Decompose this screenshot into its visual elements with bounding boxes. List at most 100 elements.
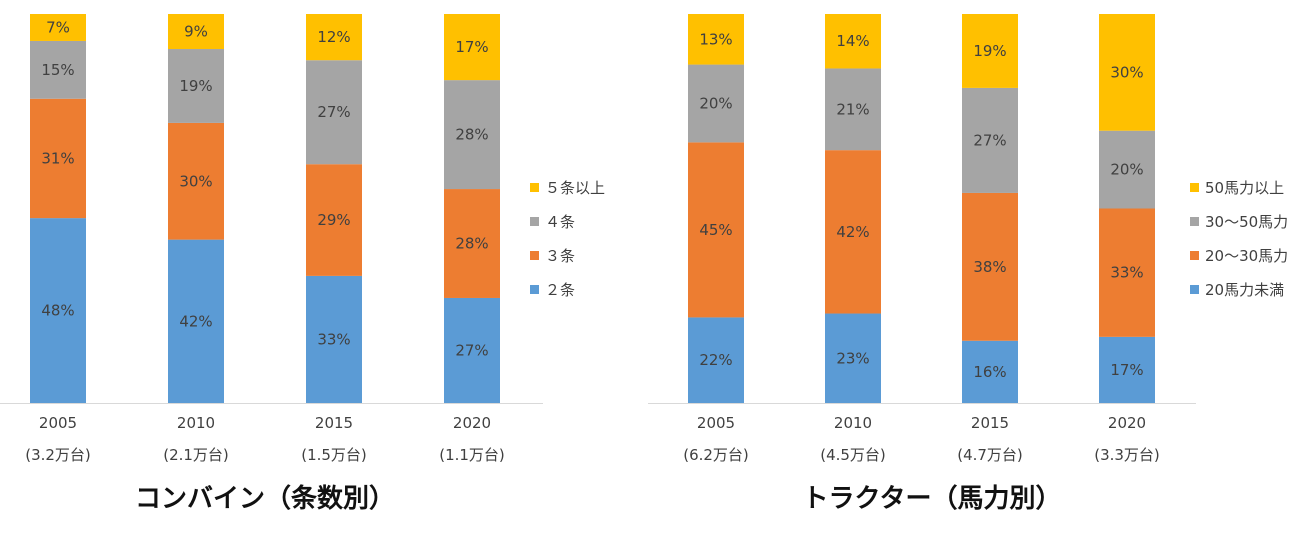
data-label: 29%	[317, 211, 350, 229]
x-tick-label: 2010	[834, 414, 872, 432]
bar-segment	[30, 218, 86, 403]
x-tick-label: 2015	[315, 414, 353, 432]
data-label: 33%	[1110, 264, 1143, 282]
legend-swatch	[530, 285, 539, 294]
legend-label: 20馬力未満	[1205, 281, 1284, 299]
data-label: 42%	[836, 223, 869, 241]
legend-swatch	[1190, 251, 1199, 260]
bar-segment	[962, 14, 1018, 88]
data-label: 22%	[699, 351, 732, 369]
x-tick-sublabel: (3.2万台)	[25, 446, 91, 464]
chart-title: コンバイン（条数別）	[135, 484, 395, 514]
bar-segment	[30, 98, 86, 219]
bar-segment	[825, 313, 881, 403]
bar-segment	[30, 14, 86, 41]
data-label: 33%	[317, 330, 350, 348]
bar-segment	[444, 14, 500, 81]
legend-swatch	[530, 183, 539, 192]
bar-segment	[688, 64, 744, 143]
bar-segment	[444, 80, 500, 190]
data-label: 7%	[46, 18, 70, 36]
bar-segment	[444, 189, 500, 298]
bar-segment	[688, 142, 744, 318]
data-label: 42%	[179, 312, 212, 330]
data-label: 27%	[455, 341, 488, 359]
data-label: 12%	[317, 28, 350, 46]
x-tick-sublabel: (3.3万台)	[1094, 446, 1160, 464]
legend-label: ３条	[545, 247, 575, 265]
bar-segment	[1099, 14, 1155, 131]
bar-segment	[168, 239, 224, 403]
bar-segment	[825, 150, 881, 314]
bar-segment	[1099, 208, 1155, 337]
x-tick-sublabel: (1.1万台)	[439, 446, 505, 464]
legend-label: 20～30馬力	[1205, 247, 1288, 265]
bar-segment	[168, 122, 224, 240]
bar-segment	[306, 14, 362, 61]
data-label: 17%	[455, 38, 488, 56]
legend-label: ２条	[545, 281, 575, 299]
legend-swatch	[530, 251, 539, 260]
bar-segment	[1099, 130, 1155, 209]
data-label: 17%	[1110, 361, 1143, 379]
chart-title: トラクター（馬力別）	[803, 484, 1062, 514]
bar-segment	[444, 297, 500, 403]
x-tick-label: 2020	[1108, 414, 1146, 432]
legend-swatch	[1190, 285, 1199, 294]
bar-segment	[30, 40, 86, 99]
bar-segment	[825, 14, 881, 69]
bar-segment	[688, 14, 744, 65]
legend-label: 50馬力以上	[1205, 179, 1284, 197]
data-label: 38%	[973, 258, 1006, 276]
x-tick-sublabel: (4.7万台)	[957, 446, 1023, 464]
bar-segment	[306, 275, 362, 403]
data-label: 23%	[836, 349, 869, 367]
x-tick-sublabel: (1.5万台)	[301, 446, 367, 464]
legend-swatch	[1190, 183, 1199, 192]
x-tick-label: 2020	[453, 414, 491, 432]
x-tick-sublabel: (4.5万台)	[820, 446, 886, 464]
data-label: 31%	[41, 149, 74, 167]
data-label: 19%	[179, 77, 212, 95]
data-label: 28%	[455, 235, 488, 253]
bar-segment	[168, 49, 224, 123]
data-label: 20%	[1110, 161, 1143, 179]
data-label: 45%	[699, 221, 732, 239]
legend-label: 30～50馬力	[1205, 213, 1288, 231]
x-tick-sublabel: (2.1万台)	[163, 446, 229, 464]
data-label: 14%	[836, 32, 869, 50]
x-tick-label: 2015	[971, 414, 1009, 432]
bar-segment	[1099, 336, 1155, 403]
data-label: 27%	[973, 131, 1006, 149]
x-tick-label: 2005	[39, 414, 77, 432]
bar-segment	[306, 60, 362, 165]
data-label: 19%	[973, 42, 1006, 60]
bar-segment	[168, 14, 224, 50]
data-label: 21%	[836, 100, 869, 118]
data-label: 27%	[317, 103, 350, 121]
data-label: 15%	[41, 61, 74, 79]
data-label: 13%	[699, 30, 732, 48]
legend-label: ４条	[545, 213, 575, 231]
legend-swatch	[1190, 217, 1199, 226]
x-tick-label: 2005	[697, 414, 735, 432]
legend-swatch	[530, 217, 539, 226]
bar-segment	[306, 164, 362, 276]
x-tick-label: 2010	[177, 414, 215, 432]
data-label: 28%	[455, 126, 488, 144]
data-label: 9%	[184, 23, 208, 41]
x-tick-sublabel: (6.2万台)	[683, 446, 749, 464]
data-label: 30%	[1110, 63, 1143, 81]
bar-segment	[688, 317, 744, 403]
bar-segment	[962, 192, 1018, 341]
data-label: 20%	[699, 94, 732, 112]
data-label: 48%	[41, 302, 74, 320]
data-label: 30%	[179, 172, 212, 190]
data-label: 16%	[973, 363, 1006, 381]
bar-segment	[962, 87, 1018, 193]
legend-label: ５条以上	[545, 179, 605, 197]
bar-segment	[962, 340, 1018, 403]
bar-segment	[825, 68, 881, 151]
